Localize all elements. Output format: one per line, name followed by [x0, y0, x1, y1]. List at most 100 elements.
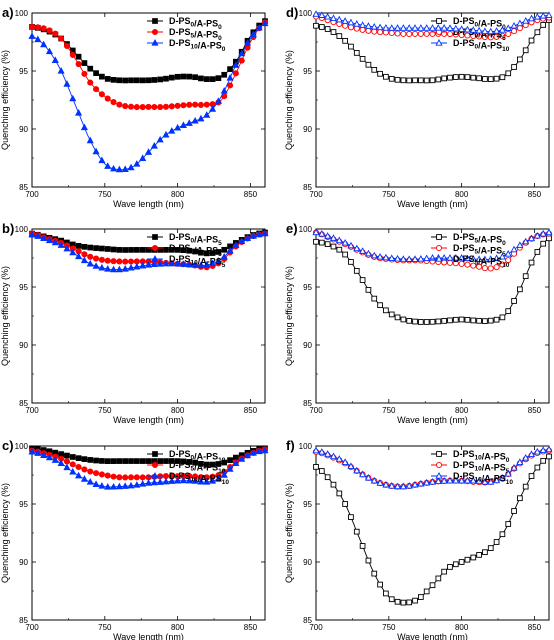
legend-entry: D-PS5/A-PS10 — [453, 254, 510, 269]
data-point — [81, 60, 88, 66]
data-point — [261, 446, 269, 454]
series-group: D-PS10/A-PS0 — [28, 19, 269, 173]
data-point — [179, 260, 188, 267]
legend-entry: D-PS0/A-PS0 — [169, 16, 222, 31]
x-axis-title: Wave length (nm) — [397, 632, 468, 640]
data-point — [504, 24, 512, 31]
data-point — [215, 75, 222, 82]
y-tick-label: 85 — [19, 616, 28, 625]
data-point — [348, 514, 354, 520]
data-point — [527, 234, 536, 242]
data-point — [463, 476, 472, 484]
data-point — [93, 70, 99, 76]
data-point — [522, 273, 529, 280]
data-point — [110, 77, 117, 83]
data-point — [399, 255, 407, 262]
x-tick-label: 800 — [455, 190, 469, 199]
legend-subscript: 10 — [506, 479, 514, 486]
data-point — [318, 24, 325, 30]
data-point — [121, 264, 129, 272]
data-point — [476, 317, 482, 324]
data-point — [469, 476, 477, 484]
legend-subscript: 0 — [218, 35, 222, 42]
data-point — [214, 256, 222, 264]
data-point — [423, 319, 430, 325]
data-point — [528, 473, 535, 479]
data-point — [226, 246, 234, 254]
data-point — [365, 27, 372, 34]
legend-marker — [436, 18, 442, 24]
data-point — [214, 474, 222, 482]
data-point — [423, 24, 431, 31]
data-point — [156, 135, 164, 143]
data-point — [464, 74, 471, 80]
data-point — [145, 77, 152, 84]
data-point — [394, 76, 401, 83]
data-point — [365, 287, 372, 293]
y-tick-label: 90 — [19, 341, 28, 350]
data-point — [434, 477, 442, 485]
legend-entry: D-PS0/A-PS10 — [453, 38, 510, 53]
series-group: D-PS5/A-PS10 — [312, 228, 553, 269]
data-point — [393, 24, 402, 31]
legend-text-part: /A-PS — [194, 19, 218, 29]
data-point — [93, 86, 100, 93]
x-tick-label: 750 — [382, 190, 396, 199]
data-point — [463, 25, 472, 33]
legend-marker — [152, 451, 158, 457]
data-point — [353, 528, 360, 535]
data-point — [481, 477, 489, 485]
data-point — [232, 459, 240, 467]
data-point — [162, 103, 170, 110]
data-point — [499, 74, 506, 81]
data-point — [128, 77, 134, 84]
legend-marker — [151, 461, 159, 469]
data-point — [324, 474, 331, 481]
legend-text-part: D-PS — [169, 254, 191, 264]
legend-text-part: /A-PS — [482, 452, 506, 462]
data-point — [115, 165, 123, 173]
legend-subscript: 5 — [475, 238, 479, 245]
data-point — [417, 479, 425, 487]
data-point — [394, 314, 401, 321]
data-point — [522, 483, 529, 490]
data-point — [423, 77, 430, 84]
data-point — [198, 249, 204, 256]
data-point — [110, 258, 117, 265]
data-point — [127, 258, 135, 265]
data-point — [104, 162, 112, 169]
data-point — [261, 229, 269, 237]
legend-entry: D-PS10/A-PS0 — [169, 38, 226, 53]
data-point — [376, 479, 384, 486]
data-point — [388, 29, 395, 37]
data-point — [197, 114, 205, 122]
data-point — [446, 24, 454, 31]
data-point — [150, 478, 158, 486]
data-point — [227, 66, 233, 72]
data-point — [412, 77, 418, 84]
data-point — [215, 249, 222, 255]
legend-entry: D-PS10/A-PS0 — [453, 449, 510, 464]
data-point — [80, 475, 88, 482]
data-point — [423, 30, 430, 37]
data-point — [227, 457, 233, 463]
plot-frame — [31, 445, 266, 621]
y-tick-label: 95 — [19, 283, 28, 292]
panel-label: e) — [286, 221, 298, 236]
data-point — [238, 57, 245, 64]
data-point — [429, 582, 436, 589]
data-point — [226, 74, 234, 81]
data-point — [435, 318, 442, 325]
data-point — [382, 29, 389, 36]
data-point — [493, 75, 500, 82]
legend-subscript: 5 — [475, 260, 479, 267]
data-point — [371, 570, 378, 577]
legend-text-part: D-PS — [453, 471, 475, 481]
data-point — [522, 17, 530, 24]
data-point — [411, 24, 419, 31]
data-point — [441, 318, 448, 324]
y-tick-label: 100 — [15, 9, 29, 18]
data-point — [145, 458, 152, 464]
